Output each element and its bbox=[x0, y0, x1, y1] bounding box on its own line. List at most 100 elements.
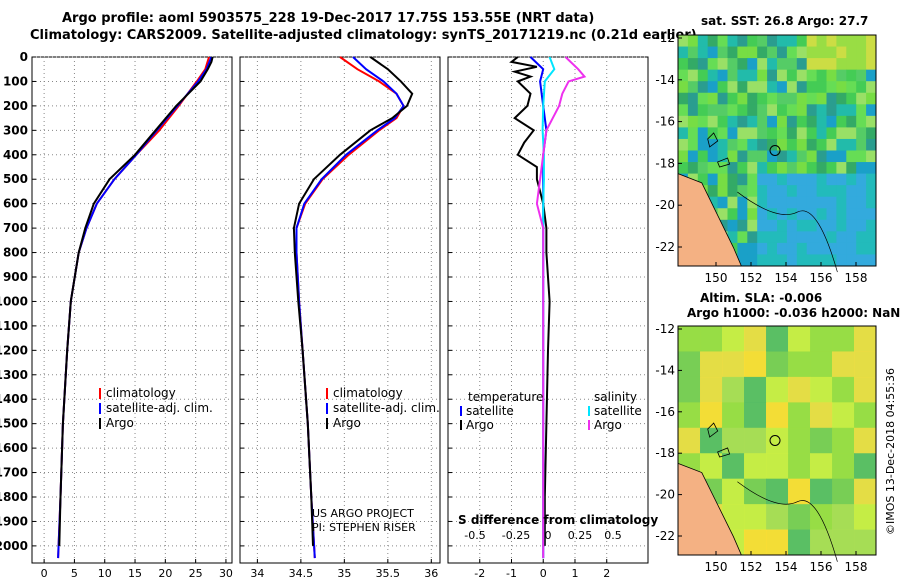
map-2-lon-label: 156 bbox=[810, 560, 833, 574]
map-1-cell bbox=[757, 35, 768, 48]
map-1-cell bbox=[697, 127, 709, 140]
map-1-cell bbox=[737, 231, 748, 244]
map-1-cell bbox=[678, 162, 689, 175]
map-1-cell bbox=[796, 242, 808, 255]
map-1-cell bbox=[816, 242, 827, 255]
map-1-cell bbox=[796, 46, 808, 59]
panel-1-xtick-label: 10 bbox=[98, 567, 112, 580]
map-2-cell bbox=[678, 427, 701, 454]
map-1-cell bbox=[796, 150, 808, 163]
map-1-cell bbox=[856, 69, 867, 82]
map-1-cell bbox=[796, 219, 808, 232]
map-1-cell bbox=[767, 138, 778, 151]
map-1-cell bbox=[727, 208, 738, 221]
map-1-cell bbox=[767, 69, 778, 82]
map-1-cell bbox=[826, 196, 837, 209]
map-1-cell bbox=[687, 46, 699, 59]
map-1-cell bbox=[856, 115, 867, 128]
map-1-cell bbox=[846, 81, 857, 94]
map-1-cell bbox=[806, 35, 818, 48]
map-2-cell bbox=[700, 402, 723, 429]
map-1-cell bbox=[747, 208, 758, 221]
map-2-cell bbox=[854, 351, 877, 378]
map-2-cell bbox=[744, 427, 767, 454]
map-1-cell bbox=[747, 92, 758, 105]
map-1-cell bbox=[737, 173, 748, 186]
depth-tick-label: 0 bbox=[20, 50, 28, 64]
map-1-cell bbox=[846, 46, 857, 59]
depth-tick-label: 100 bbox=[3, 74, 28, 88]
depth-tick-label: 200 bbox=[3, 99, 28, 113]
map-1-cell bbox=[866, 219, 877, 232]
diff-legend-right-item: Argo bbox=[594, 418, 622, 432]
map-1-cell bbox=[707, 69, 719, 82]
map-2-title-line1: Altim. SLA: -0.006 bbox=[700, 291, 822, 305]
map-2-cell bbox=[766, 504, 789, 531]
map-1-cell bbox=[856, 254, 867, 267]
map-1-cell bbox=[786, 92, 798, 105]
map-1-cell bbox=[796, 92, 808, 105]
map-2-lat-label: -16 bbox=[655, 405, 675, 419]
map-1-cell bbox=[707, 115, 719, 128]
map-1-cell bbox=[816, 69, 827, 82]
map-1-cell bbox=[786, 150, 798, 163]
map-1-cell bbox=[707, 92, 719, 105]
map-1-cell bbox=[757, 150, 768, 163]
map-1-cell bbox=[786, 219, 798, 232]
map-1-cell bbox=[737, 185, 748, 198]
map-1-cell bbox=[697, 81, 709, 94]
map-1-cell bbox=[757, 104, 768, 117]
map-1-cell bbox=[767, 242, 778, 255]
map-1-cell bbox=[856, 92, 867, 105]
panel-2-series-argo bbox=[292, 56, 414, 546]
depth-tick-label: 2000 bbox=[0, 539, 28, 553]
map-1-cell bbox=[786, 138, 798, 151]
map-1-cell bbox=[757, 127, 768, 140]
map-1-cell bbox=[697, 115, 709, 128]
panel-2-legend-item: Argo bbox=[333, 416, 361, 430]
map-1-cell bbox=[777, 104, 788, 117]
map-1-cell bbox=[727, 173, 738, 186]
map-1-cell bbox=[727, 150, 738, 163]
map-2-cell bbox=[854, 376, 877, 403]
map-1-cell bbox=[806, 219, 818, 232]
map-1-cell bbox=[826, 173, 837, 186]
map-1-cell bbox=[816, 127, 827, 140]
map-1-cell bbox=[697, 58, 709, 71]
map-1-cell bbox=[678, 138, 689, 151]
panel-2-xtick-label: 35.5 bbox=[376, 567, 401, 580]
map-1-cell bbox=[687, 115, 699, 128]
map-2-cell bbox=[832, 351, 855, 378]
map-1-lat-label: -22 bbox=[655, 240, 675, 254]
panel-2-legend-item: climatology bbox=[333, 386, 403, 400]
map-1-cell bbox=[678, 115, 689, 128]
map-1-cell bbox=[717, 115, 728, 128]
map-1-cell bbox=[737, 138, 748, 151]
map-1-cell bbox=[767, 254, 778, 267]
map-1-cell bbox=[747, 162, 758, 175]
map-1-cell bbox=[856, 173, 867, 186]
map-1-cell bbox=[796, 185, 808, 198]
map-1-lon-label: 156 bbox=[810, 271, 833, 285]
panel-3-xtick-label: -1 bbox=[506, 567, 517, 580]
map-1-cell bbox=[678, 127, 689, 140]
map-1-cell bbox=[707, 173, 719, 186]
map-1-cell bbox=[767, 115, 778, 128]
map-1-cell bbox=[856, 219, 867, 232]
map-1-cell bbox=[707, 150, 719, 163]
map-1-cell bbox=[757, 81, 768, 94]
map-1-cell bbox=[816, 219, 827, 232]
map-1-cell bbox=[737, 219, 748, 232]
panel-1-series-climatology bbox=[57, 56, 210, 559]
chart-title-line2: Climatology: CARS2009. Satellite-adjuste… bbox=[30, 28, 697, 43]
map-1-cell bbox=[707, 196, 719, 209]
map-1-cell bbox=[786, 81, 798, 94]
diff-top-tick-label: -0.5 bbox=[464, 529, 485, 542]
map-1-cell bbox=[866, 254, 877, 267]
map-1-cell bbox=[717, 69, 728, 82]
map-1-cell bbox=[816, 46, 827, 59]
panel-1-legend-item: satellite-adj. clim. bbox=[106, 401, 213, 415]
map-1-cell bbox=[697, 162, 709, 175]
map-1-cell bbox=[826, 46, 837, 59]
map-1-cell bbox=[786, 58, 798, 71]
